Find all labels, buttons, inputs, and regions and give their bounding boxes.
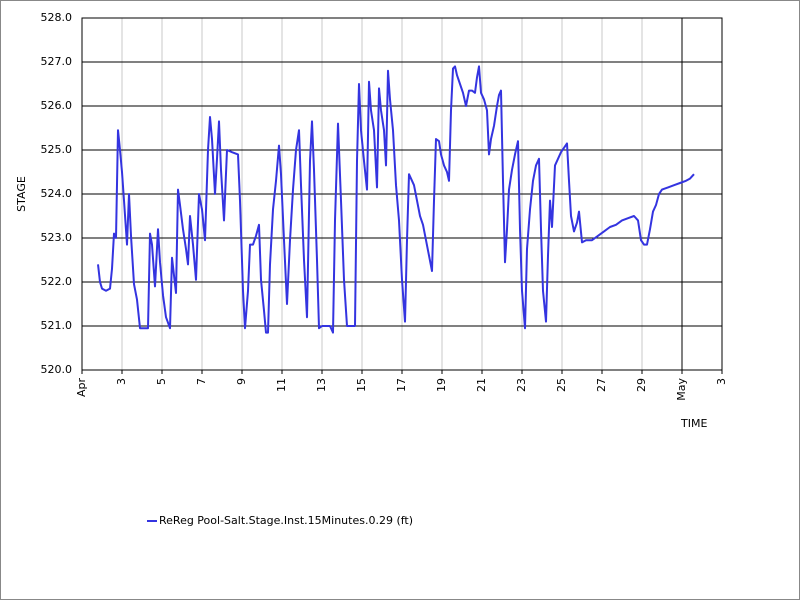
y-tick-label: 528.0 (41, 11, 73, 24)
y-tick-label: 524.0 (41, 187, 73, 200)
plot-border (81, 17, 723, 371)
y-tick-label: 523.0 (41, 231, 73, 244)
y-tick-label: 522.0 (41, 275, 73, 288)
x-tick-label: 29 (635, 378, 648, 392)
series-line (97, 65, 695, 334)
x-tick-label: Apr (75, 378, 88, 398)
y-axis-label: STAGE (15, 176, 28, 212)
x-tick-label: 23 (515, 378, 528, 392)
x-tick-label: May (675, 378, 688, 401)
x-tick-label: 27 (595, 378, 608, 392)
x-tick-label: 11 (275, 378, 288, 392)
y-tick-label: 520.0 (41, 363, 73, 376)
x-tick-label: 17 (395, 378, 408, 392)
x-tick-label: 9 (235, 378, 248, 385)
x-tick-label: 3 (715, 378, 728, 385)
y-tick-label: 527.0 (41, 55, 73, 68)
x-tick-label: 13 (315, 378, 328, 392)
x-axis-label: TIME (680, 417, 707, 430)
x-tick-label: 5 (155, 378, 168, 385)
x-tick-label: 21 (475, 378, 488, 392)
y-tick-label: 521.0 (41, 319, 73, 332)
y-tick-label: 526.0 (41, 99, 73, 112)
x-tick-label: 25 (555, 378, 568, 392)
x-tick-label: 3 (115, 378, 128, 385)
legend-label: ReReg Pool-Salt.Stage.Inst.15Minutes.0.2… (159, 514, 413, 527)
y-tick-label: 525.0 (41, 143, 73, 156)
x-tick-label: 15 (355, 378, 368, 392)
x-tick-label: 7 (195, 378, 208, 385)
x-tick-label: 19 (435, 378, 448, 392)
